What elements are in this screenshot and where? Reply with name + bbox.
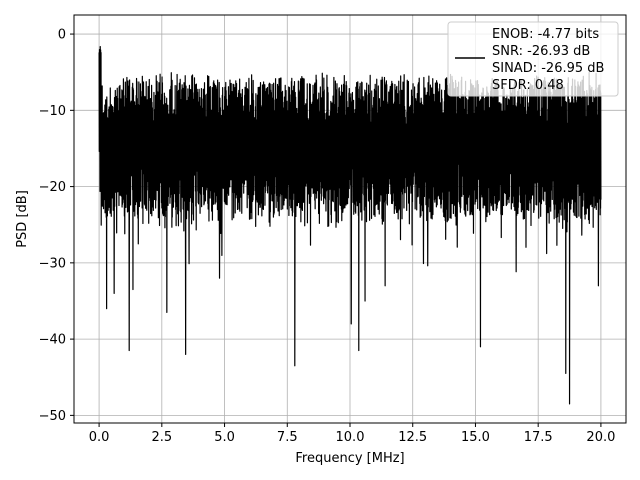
x-tick-label: 17.5	[524, 430, 553, 445]
legend-box	[447, 21, 619, 97]
x-tick-label: 5.0	[214, 430, 235, 445]
legend-entry-sfdr: SFDR: 0.48	[492, 78, 564, 93]
y-tick-label: −20	[39, 180, 66, 195]
x-tick-label: 12.5	[398, 430, 427, 445]
legend: ENOB: -4.77 bits SNR: -26.93 dB SINAD: -…	[447, 21, 619, 97]
y-tick-label: −10	[39, 104, 66, 119]
legend-entry-snr: SNR: -26.93 dB	[492, 44, 590, 59]
x-tick-label: 20.0	[586, 430, 615, 445]
y-axis: 0 −10 −20 −30 −40 −50	[39, 28, 74, 424]
x-tick-label: 0.0	[89, 430, 110, 445]
x-tick-label: 2.5	[151, 430, 172, 445]
x-tick-label: 15.0	[461, 430, 490, 445]
y-tick-label: 0	[58, 28, 66, 43]
x-axis-label: Frequency [MHz]	[295, 451, 404, 466]
x-axis: 0.0 2.5 5.0 7.5 10.0 12.5 15.0 17.5 20.0	[89, 423, 615, 445]
x-tick-label: 10.0	[336, 430, 365, 445]
plot-area	[98, 46, 602, 405]
psd-series-line	[98, 46, 602, 405]
y-axis-label: PSD [dB]	[15, 190, 30, 248]
legend-entry-sinad: SINAD: -26.95 dB	[492, 61, 604, 76]
series-layer	[98, 46, 602, 405]
y-tick-label: −30	[39, 256, 66, 271]
y-tick-label: −50	[39, 409, 66, 424]
y-tick-label: −40	[39, 333, 66, 348]
legend-entry-enob: ENOB: -4.77 bits	[492, 27, 599, 42]
x-tick-label: 7.5	[277, 430, 298, 445]
